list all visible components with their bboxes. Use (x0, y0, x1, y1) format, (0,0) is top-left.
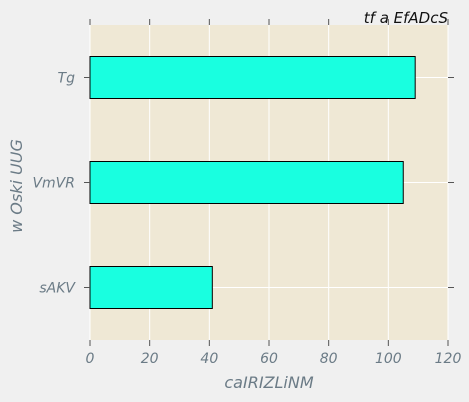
x-tick-label: 20 (141, 351, 159, 367)
y-tick-label: sAKV (39, 281, 76, 297)
y-tick-label: Tg (58, 71, 76, 87)
bar-sakv (89, 266, 213, 309)
axis-ticks (84, 19, 454, 346)
chart-title: tf a EfADcS (364, 9, 449, 27)
x-tick-label: 0 (86, 351, 95, 367)
x-tick-label: 40 (200, 351, 218, 367)
x-tick-label: 100 (375, 351, 402, 367)
y-axis-label: w Oski UUG (7, 139, 26, 233)
y-tick-label: VmVR (32, 176, 75, 192)
y-tick-labels: Tg VmVR sAKV (32, 71, 76, 297)
x-tick-label: 120 (435, 351, 462, 367)
bar-tg (89, 56, 416, 99)
x-tick-label: 60 (260, 351, 278, 367)
x-axis-label: caIRIZLiNM (224, 373, 313, 392)
x-tick-labels: 0 20 40 60 80 100 120 (86, 351, 462, 367)
bars (89, 56, 416, 309)
x-tick-label: 80 (320, 351, 338, 367)
bar-vmvr (89, 161, 404, 204)
